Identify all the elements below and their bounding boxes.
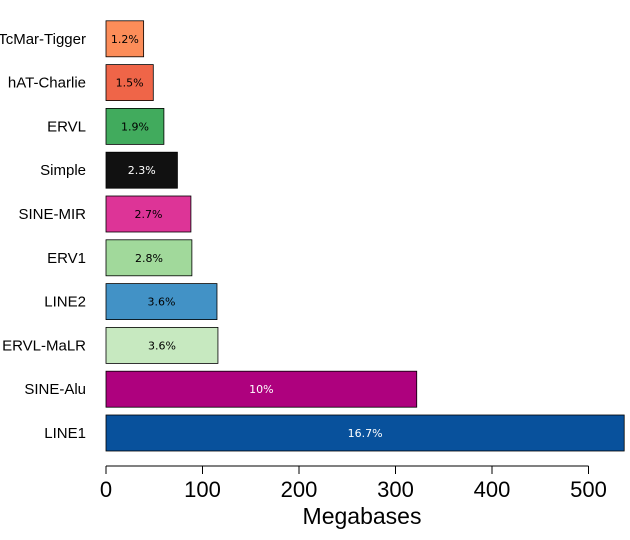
bar-hat-charlie bbox=[105, 64, 154, 101]
category-label: LINE2 bbox=[44, 294, 86, 311]
bar-sine-alu bbox=[105, 370, 418, 408]
data-label: 3.6% bbox=[148, 296, 176, 309]
data-label: 10% bbox=[249, 383, 273, 396]
x-tick-label: 200 bbox=[281, 477, 318, 502]
category-label: ERVL-MaLR bbox=[2, 337, 86, 354]
category-label: LINE1 bbox=[44, 425, 86, 442]
x-tick-label: 300 bbox=[377, 477, 414, 502]
x-axis-title: Megabases bbox=[303, 503, 422, 529]
x-tick-label: 500 bbox=[570, 477, 607, 502]
x-axis: 0 100 200 300 400 500 bbox=[100, 465, 607, 502]
x-tick-label: 400 bbox=[474, 477, 511, 502]
data-label: 1.9% bbox=[121, 120, 149, 133]
category-label: TcMar-Tigger bbox=[0, 31, 86, 48]
category-label: Simple bbox=[40, 162, 86, 179]
data-label: 1.2% bbox=[111, 33, 139, 46]
bar-ervl-malr bbox=[105, 326, 219, 364]
category-label: ERV1 bbox=[47, 250, 86, 267]
data-label: 1.5% bbox=[116, 77, 144, 90]
category-label: hAT-Charlie bbox=[8, 75, 86, 92]
x-tick-label: 0 bbox=[100, 477, 112, 502]
data-label: 2.7% bbox=[134, 208, 162, 221]
bar-simple bbox=[105, 151, 178, 189]
bar-sine-mir bbox=[105, 195, 192, 233]
data-label: 16.7% bbox=[348, 427, 383, 440]
bar-line2 bbox=[105, 283, 218, 321]
bar-tcmar-tigger bbox=[105, 20, 145, 58]
bar-erv1 bbox=[105, 239, 193, 277]
category-label: ERVL bbox=[47, 118, 86, 135]
data-label: 2.3% bbox=[128, 164, 156, 177]
bar-line1 bbox=[105, 414, 625, 452]
category-label: SINE-MIR bbox=[19, 206, 87, 223]
category-label: SINE-Alu bbox=[24, 381, 86, 398]
bar-ervl bbox=[105, 108, 165, 145]
bars-group: 16.7% LINE1 10% SINE-Alu 3.6% ERVL-MaLR 3.6% LI… bbox=[0, 20, 625, 452]
data-label: 3.6% bbox=[148, 339, 176, 352]
x-tick-label: 100 bbox=[184, 477, 221, 502]
data-label: 2.8% bbox=[135, 252, 163, 265]
